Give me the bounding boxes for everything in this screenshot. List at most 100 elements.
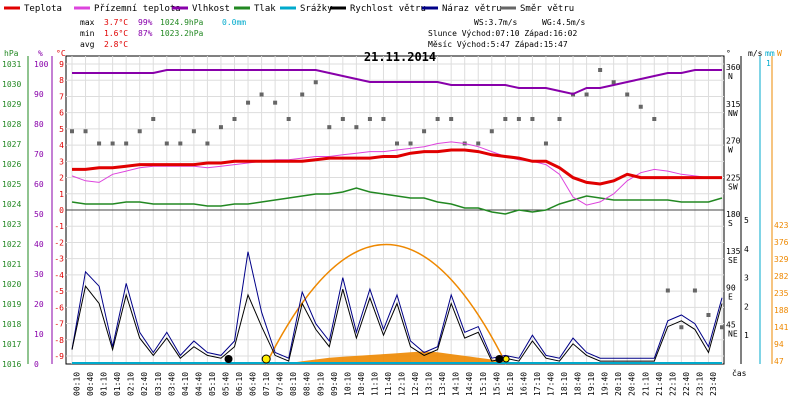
axis-c-tick: 1 bbox=[59, 190, 64, 199]
stat-max-temp: 3.7°C bbox=[104, 18, 128, 27]
stat-slunce: Slunce Východ:07:10 Západ:16:02 bbox=[428, 29, 577, 38]
legend-label: Náraz větru bbox=[442, 4, 502, 14]
axis-x-tick: 12:40 bbox=[411, 372, 420, 396]
axis-pct-tick: 60 bbox=[34, 180, 44, 189]
wind-dir-mark bbox=[516, 117, 521, 121]
axis-x-tick: 03:10 bbox=[154, 372, 163, 396]
axis-c-tick: -6 bbox=[54, 303, 64, 312]
axis-x-tick: 12:10 bbox=[398, 372, 407, 396]
wind-dir-mark bbox=[327, 125, 332, 130]
axis-hpa-tick: 1025 bbox=[2, 180, 21, 189]
axis-w-tick: 235 bbox=[774, 289, 789, 298]
axis-ms-tick: 2 bbox=[744, 302, 749, 311]
axis-x-tick: 19:40 bbox=[601, 372, 610, 396]
axis-c-tick: 4 bbox=[59, 141, 64, 150]
axis-x-tick: 17:10 bbox=[533, 372, 542, 396]
axis-pct-tick: 90 bbox=[34, 90, 44, 99]
wind-dir-mark bbox=[408, 141, 413, 146]
axis-hpa-tick: 1027 bbox=[2, 140, 21, 149]
axis-c-tick: -8 bbox=[54, 336, 64, 345]
axis-hpa-tick: 1023 bbox=[2, 220, 21, 229]
axis-dir-letter: NE bbox=[728, 329, 738, 338]
axis-x-tick: 16:40 bbox=[519, 372, 528, 396]
axis-x-tick: 16:10 bbox=[506, 372, 515, 396]
axis-w-tick: 188 bbox=[774, 306, 789, 315]
axis-x-tick: 11:40 bbox=[384, 372, 393, 396]
stat-max-rain: 0.0mm bbox=[222, 18, 246, 27]
axis-x-tick: 17:40 bbox=[546, 372, 555, 396]
axis-x-tick: 15:40 bbox=[492, 372, 501, 396]
axis-c-tick: -3 bbox=[54, 255, 64, 264]
axis-x-tick: 02:10 bbox=[127, 372, 136, 396]
axis-x-tick: 10:40 bbox=[357, 372, 366, 396]
wind-dir-mark bbox=[83, 129, 88, 134]
axis-x-tick: 04:10 bbox=[181, 372, 190, 396]
axis-c-label: °C bbox=[56, 49, 66, 58]
wind-dir-mark bbox=[530, 117, 535, 121]
axis-w-tick: 141 bbox=[774, 323, 789, 332]
axis-hpa-tick: 1017 bbox=[2, 340, 21, 349]
wind-dir-mark bbox=[652, 117, 657, 121]
axis-c-tick: -4 bbox=[54, 271, 64, 280]
axis-hpa-tick: 1030 bbox=[2, 80, 21, 89]
wind-dir-mark bbox=[584, 92, 589, 97]
series-humidity-line bbox=[72, 69, 722, 96]
legend-label: Rychlost větru bbox=[350, 4, 426, 14]
legend-label: Teplota bbox=[24, 4, 62, 14]
wind-dir-mark bbox=[679, 325, 684, 330]
series-wind-line bbox=[71, 285, 723, 362]
stat-min-press: 1023.2hPa bbox=[160, 29, 204, 38]
axis-x-tick: 08:10 bbox=[289, 372, 298, 396]
axis-c-tick: 3 bbox=[59, 157, 64, 166]
wind-dir-mark bbox=[124, 141, 129, 146]
axis-x-tick: 18:10 bbox=[560, 372, 569, 396]
axis-x-tick: 21:40 bbox=[655, 372, 664, 396]
axis-dir-letter: SW bbox=[728, 182, 738, 191]
axis-x-tick: 00:10 bbox=[73, 372, 82, 396]
wind-dir-mark bbox=[557, 117, 562, 121]
stat-wg: WG:4.5m/s bbox=[542, 18, 586, 27]
axis-x-tick: 23:40 bbox=[709, 372, 718, 396]
axis-ms-tick: 5 bbox=[744, 216, 749, 225]
wind-dir-mark bbox=[692, 288, 697, 293]
stat-min-temp: 1.6°C bbox=[104, 29, 128, 38]
axis-dir-tick: 90 bbox=[726, 284, 736, 293]
axis-c-tick: 6 bbox=[59, 109, 64, 118]
wind-dir-mark bbox=[300, 92, 305, 97]
axis-hpa-tick: 1031 bbox=[2, 60, 21, 69]
stat-avg-temp: 2.8°C bbox=[104, 40, 128, 49]
axis-x-tick: 07:10 bbox=[262, 372, 271, 396]
axis-ms-tick: 3 bbox=[744, 274, 749, 283]
axis-x-tick: 00:40 bbox=[86, 372, 95, 396]
axis-x-tick: 21:10 bbox=[641, 372, 650, 396]
axis-dir-letter: S bbox=[728, 219, 733, 228]
wind-dir-mark bbox=[422, 129, 427, 134]
solar-area bbox=[72, 351, 722, 364]
axis-hpa-tick: 1026 bbox=[2, 160, 21, 169]
wind-dir-mark bbox=[449, 117, 454, 121]
axis-x-tick: 08:40 bbox=[303, 372, 312, 396]
chart-title: 21.11.2014 bbox=[364, 50, 436, 64]
wind-dir-mark bbox=[611, 80, 616, 85]
axis-x-tick: 09:40 bbox=[330, 372, 339, 396]
wind-dir-mark bbox=[476, 141, 481, 146]
axis-x-tick: 20:10 bbox=[614, 372, 623, 396]
legend-label: Přízemní teplota bbox=[94, 4, 181, 14]
sunset-marker bbox=[502, 355, 510, 363]
axis-c-tick: 8 bbox=[59, 76, 64, 85]
axis-dir-tick: 360 bbox=[726, 63, 741, 72]
axis-w-label: W bbox=[777, 49, 782, 58]
axis-x-tick: 01:10 bbox=[100, 372, 109, 396]
axis-dir-letter: NW bbox=[728, 109, 738, 118]
axis-c-tick: 2 bbox=[59, 174, 64, 183]
wind-dir-mark bbox=[720, 325, 724, 330]
axis-pct-tick: 100 bbox=[34, 60, 49, 69]
axis-c-tick: -1 bbox=[54, 222, 64, 231]
series-gust-line bbox=[71, 251, 723, 359]
axis-x-tick: 07:40 bbox=[276, 372, 285, 396]
axis-hpa-tick: 1028 bbox=[2, 120, 21, 129]
axis-c-tick: -7 bbox=[54, 320, 64, 329]
legend-label: Srážky bbox=[300, 4, 333, 14]
axis-dir-tick: 315 bbox=[726, 100, 741, 109]
